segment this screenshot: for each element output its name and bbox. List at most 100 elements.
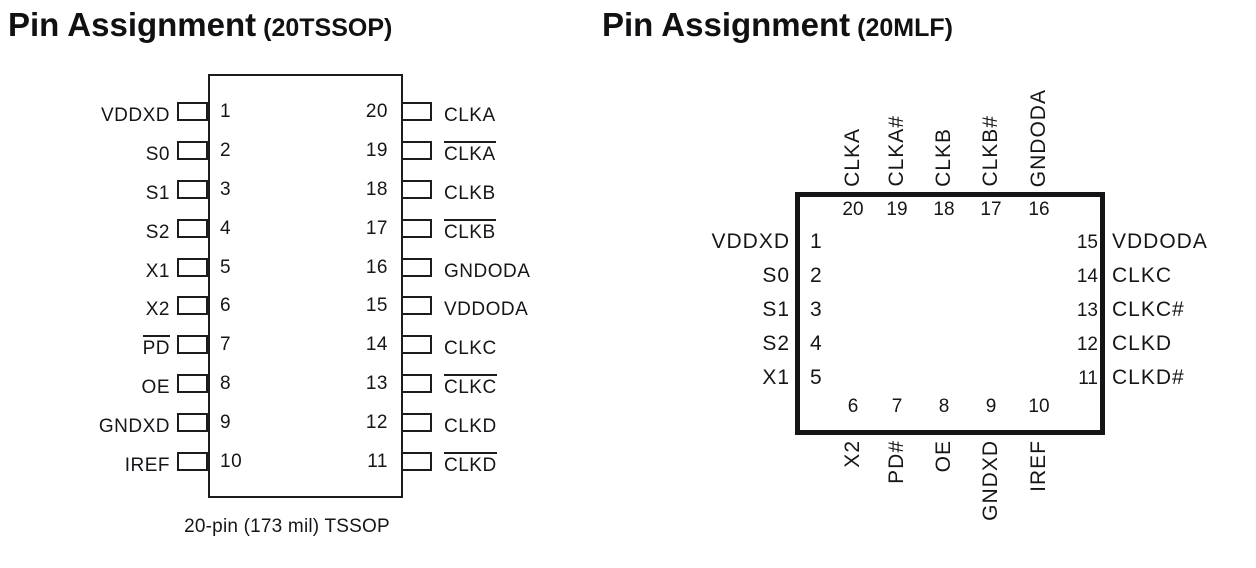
pin-lead <box>401 452 432 471</box>
tssop-package-body <box>208 74 403 498</box>
pin-label: VDDODA <box>444 299 529 320</box>
pin-number: 10 <box>220 451 243 472</box>
pin-number: 1 <box>810 230 823 253</box>
pin-label: GNDODA <box>444 261 531 282</box>
pin-number: 9 <box>985 396 997 417</box>
pin-number: 19 <box>365 140 388 161</box>
pin-number: 17 <box>365 218 388 239</box>
pin-label: CLKA <box>444 105 496 126</box>
pin-label: S0 <box>145 144 170 165</box>
pin-label: CLKB <box>932 128 955 187</box>
pin-number: 3 <box>810 298 823 321</box>
pin-number: 11 <box>367 451 388 472</box>
pin-lead <box>177 258 208 277</box>
pin-label: S2 <box>762 332 790 355</box>
pin-label: GNDODA <box>1027 88 1050 187</box>
pin-number: 3 <box>220 179 232 200</box>
mlf-title-text: Pin Assignment <box>602 6 851 43</box>
pin-lead <box>177 452 208 471</box>
pin-number: 1 <box>220 101 232 122</box>
pin-number: 16 <box>1028 199 1050 220</box>
pin-number: 10 <box>1028 396 1050 417</box>
pin-number: 16 <box>365 257 388 278</box>
tssop-title-text: Pin Assignment <box>8 6 257 43</box>
pin-label: S0 <box>762 264 790 287</box>
pin-number: 13 <box>365 373 388 394</box>
pin-number: 12 <box>365 412 388 433</box>
pin-number: 7 <box>891 396 903 417</box>
pin-lead <box>177 413 208 432</box>
tssop-caption: 20-pin (173 mil) TSSOP <box>184 516 390 537</box>
pin-number: 9 <box>220 412 232 433</box>
pin-lead <box>401 335 432 354</box>
pin-label: CLKB# <box>979 115 1002 187</box>
pin-label: PD <box>0 335 170 359</box>
pin-label: X1 <box>145 261 170 282</box>
pin-lead <box>401 413 432 432</box>
pin-lead <box>177 335 208 354</box>
pin-label: PD# <box>885 440 908 484</box>
pin-label: CLKC# <box>1112 298 1185 321</box>
tssop-title: Pin Assignment (20TSSOP) <box>8 6 392 44</box>
pin-number: 14 <box>1076 266 1098 287</box>
pin-number: 7 <box>220 334 232 355</box>
pin-lead <box>401 180 432 199</box>
pin-label: X1 <box>762 366 790 389</box>
pin-lead <box>177 219 208 238</box>
pin-number: 13 <box>1076 300 1098 321</box>
pin-number: 8 <box>938 396 950 417</box>
pin-label: CLKC <box>1112 264 1173 287</box>
pin-lead <box>401 374 432 393</box>
pin-number: 4 <box>220 218 232 239</box>
pin-number: 15 <box>1076 232 1098 253</box>
pin-number: 18 <box>365 179 388 200</box>
pin-number: 12 <box>1076 334 1098 355</box>
mlf-title-suffix: (20MLF) <box>857 14 953 42</box>
pin-label: CLKC <box>444 338 497 359</box>
pin-label: CLKA <box>841 128 864 187</box>
pin-lead <box>401 296 432 315</box>
tssop-title-suffix: (20TSSOP) <box>263 14 393 42</box>
pin-number: 19 <box>886 199 908 220</box>
pin-label: OE <box>141 377 170 398</box>
pin-lead <box>401 258 432 277</box>
pin-lead <box>401 102 432 121</box>
pin-number: 2 <box>810 264 823 287</box>
pin-lead <box>401 141 432 160</box>
pin-label: VDDXD <box>100 105 170 126</box>
pin-label: IREF <box>1027 440 1050 492</box>
pin-label: CLKB <box>444 219 496 243</box>
pin-label: X2 <box>841 440 864 468</box>
pin-label: IREF <box>124 455 170 476</box>
pin-lead <box>177 102 208 121</box>
pin-number: 4 <box>810 332 823 355</box>
pin-number: 8 <box>220 373 232 394</box>
pin-number: 5 <box>220 257 232 278</box>
mlf-package-body <box>795 192 1105 435</box>
pin-number: 11 <box>1078 368 1098 389</box>
pin-number: 6 <box>220 295 232 316</box>
pin-label: CLKD <box>444 416 497 437</box>
pin-lead <box>401 219 432 238</box>
pin-number: 15 <box>365 295 388 316</box>
pin-label: CLKC <box>444 374 497 398</box>
pin-lead <box>177 374 208 393</box>
pin-label: CLKD <box>1112 332 1173 355</box>
pin-label: GNDXD <box>979 440 1002 521</box>
pin-label: OE <box>932 440 955 473</box>
pin-number: 20 <box>842 199 864 220</box>
pin-label: GNDXD <box>98 416 170 437</box>
mlf-title: Pin Assignment (20MLF) <box>602 6 953 44</box>
pin-label: CLKA# <box>885 115 908 187</box>
pin-number: 20 <box>365 101 388 122</box>
pin-lead <box>177 141 208 160</box>
pin-label: VDDXD <box>711 230 790 253</box>
pin-number: 17 <box>980 199 1002 220</box>
pin-label: S1 <box>145 183 170 204</box>
pin-label: CLKA <box>444 141 496 165</box>
pin-label: CLKB <box>444 183 496 204</box>
pin-number: 6 <box>847 396 859 417</box>
pin-lead <box>177 296 208 315</box>
pin-label: S1 <box>762 298 790 321</box>
